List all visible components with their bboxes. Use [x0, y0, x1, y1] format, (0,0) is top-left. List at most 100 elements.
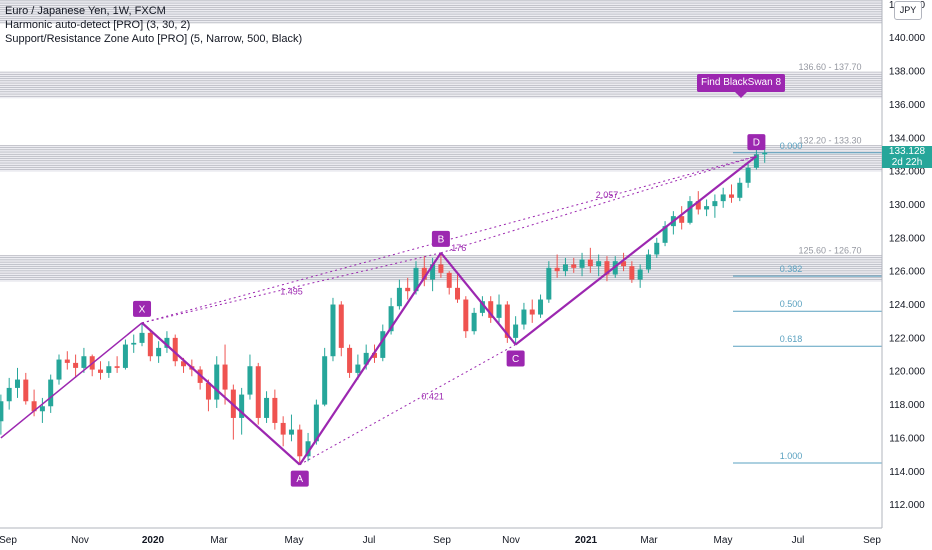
- price-tick-12: 136.000: [889, 100, 926, 111]
- candle-body-82: [679, 216, 685, 223]
- candle-body-92: [762, 152, 768, 155]
- price-tick-4: 120.000: [889, 367, 926, 378]
- candle-body-2: [14, 379, 20, 388]
- time-tick-8: 2021: [575, 535, 598, 546]
- candle-body-87: [720, 194, 726, 202]
- candle-body-57: [471, 312, 477, 332]
- fib-label-2: 0.500: [780, 299, 803, 309]
- pattern-point-label-A: A: [296, 474, 303, 485]
- pattern-point-label-B: B: [438, 234, 445, 245]
- price-tick-3: 118.000: [889, 400, 925, 411]
- last-price-tag: 133.128 2d 22h: [882, 146, 932, 168]
- candle-body-58: [479, 301, 485, 313]
- pattern-dotted-XD: [141, 155, 757, 324]
- fib-label-3: 0.618: [780, 334, 803, 344]
- time-tick-3: Mar: [210, 535, 228, 546]
- candle-body-59: [488, 301, 494, 318]
- candle-body-30: [247, 366, 253, 395]
- candle-body-40: [330, 304, 336, 357]
- zone-label-2: 132.20 - 133.30: [798, 135, 861, 145]
- price-tick-8: 128.000: [889, 233, 926, 244]
- candle-body-73: [604, 261, 610, 275]
- candle-body-33: [272, 397, 278, 423]
- candle-body-35: [288, 429, 294, 435]
- candle-body-31: [255, 366, 261, 418]
- candle-body-85: [704, 206, 710, 210]
- candle-body-1: [6, 387, 12, 402]
- candle-body-77: [637, 269, 643, 280]
- candle-body-68: [562, 264, 568, 272]
- candle-body-66: [546, 267, 552, 300]
- price-tick-1: 114.000: [889, 467, 925, 478]
- candle-body-10: [81, 356, 87, 368]
- candle-body-86: [712, 201, 718, 207]
- pattern-leg-CD: [514, 155, 758, 346]
- candle-body-41: [338, 304, 344, 348]
- candle-body-49: [405, 287, 411, 292]
- pattern-point-A: [290, 470, 309, 487]
- time-tick-2: 2020: [142, 535, 165, 546]
- candle-body-72: [596, 261, 602, 267]
- time-axis[interactable]: Sep Nov 2020 Mar May Jul Sep Nov 2021 Mar May Jul Se…: [0, 527, 932, 550]
- candle-body-67: [554, 267, 560, 272]
- pattern-point-X: [133, 300, 152, 317]
- candle-body-62: [513, 324, 519, 338]
- zone-label-1: 136.60 - 137.70: [798, 62, 861, 72]
- candle-body-48: [396, 287, 402, 307]
- candle-body-37: [305, 441, 311, 457]
- candle-body-53: [438, 264, 444, 273]
- pattern-point-label-X: X: [139, 304, 146, 315]
- candle-body-15: [122, 344, 128, 368]
- time-axis-bg: [0, 528, 932, 550]
- candle-body-83: [687, 201, 693, 223]
- symbol-title[interactable]: Euro / Japanese Yen, 1W, FXCM: [5, 5, 166, 17]
- candle-body-84: [695, 201, 701, 210]
- pattern-point-B: [431, 230, 450, 247]
- bar-countdown: 2d 22h: [891, 157, 923, 168]
- time-tick-9: Mar: [640, 535, 658, 546]
- pattern-ratio-2: 2.057: [596, 190, 619, 200]
- pattern-ratio-0: 1.495: [280, 287, 303, 297]
- candlestick-series: [0, 147, 768, 465]
- candle-body-7: [56, 359, 62, 380]
- candle-body-70: [579, 259, 585, 268]
- price-tick-2: 116.000: [889, 433, 925, 444]
- candle-body-29: [239, 394, 245, 418]
- candle-body-6: [48, 379, 54, 407]
- time-tick-7: Nov: [502, 535, 520, 546]
- pattern-point-C: [506, 350, 525, 367]
- candle-body-76: [629, 266, 635, 280]
- price-axis-bg: [882, 0, 932, 550]
- price-tick-14: 140.000: [889, 33, 926, 44]
- candle-body-22: [181, 361, 187, 367]
- price-tick-5: 122.000: [889, 333, 926, 344]
- price-tick-7: 126.000: [889, 267, 926, 278]
- candle-body-38: [313, 404, 319, 442]
- candle-body-51: [421, 267, 427, 280]
- candle-body-61: [504, 304, 510, 338]
- time-tick-12: Sep: [863, 535, 881, 546]
- candle-body-39: [322, 356, 328, 405]
- callout-pointer: [735, 92, 747, 98]
- pattern-point-label-D: D: [753, 138, 760, 149]
- candle-body-34: [280, 422, 286, 435]
- zone-label-3: 125.60 - 126.70: [798, 245, 861, 255]
- chart-legend: Euro / Japanese Yen, 1W, FXCM Harmonic a…: [5, 4, 302, 46]
- harmonic-pattern: 1.495 0.421 2.057 .176 X A B C D: [0, 134, 766, 487]
- fib-label-0: 0.000: [780, 141, 803, 151]
- pattern-lead-in: [0, 322, 143, 439]
- candle-body-64: [529, 309, 535, 315]
- find-blackswan-callout[interactable]: Find BlackSwan 8: [697, 74, 785, 92]
- indicator-support-resistance[interactable]: Support/Resistance Zone Auto [PRO] (5, N…: [5, 33, 303, 45]
- price-axis[interactable]: 112.000 114.000 116.000 118.000 120.000 122.0…: [881, 0, 932, 550]
- pattern-point-D: [747, 134, 766, 151]
- candle-body-9: [73, 362, 79, 368]
- price-tick-0: 112.000: [889, 500, 925, 511]
- time-tick-0: Sep: [0, 535, 17, 546]
- indicator-harmonic[interactable]: Harmonic auto-detect [PRO] (3, 30, 2): [5, 19, 191, 31]
- candle-body-4: [31, 401, 37, 412]
- currency-badge[interactable]: JPY: [894, 1, 922, 20]
- candle-body-46: [380, 331, 386, 358]
- candle-body-8: [64, 359, 70, 363]
